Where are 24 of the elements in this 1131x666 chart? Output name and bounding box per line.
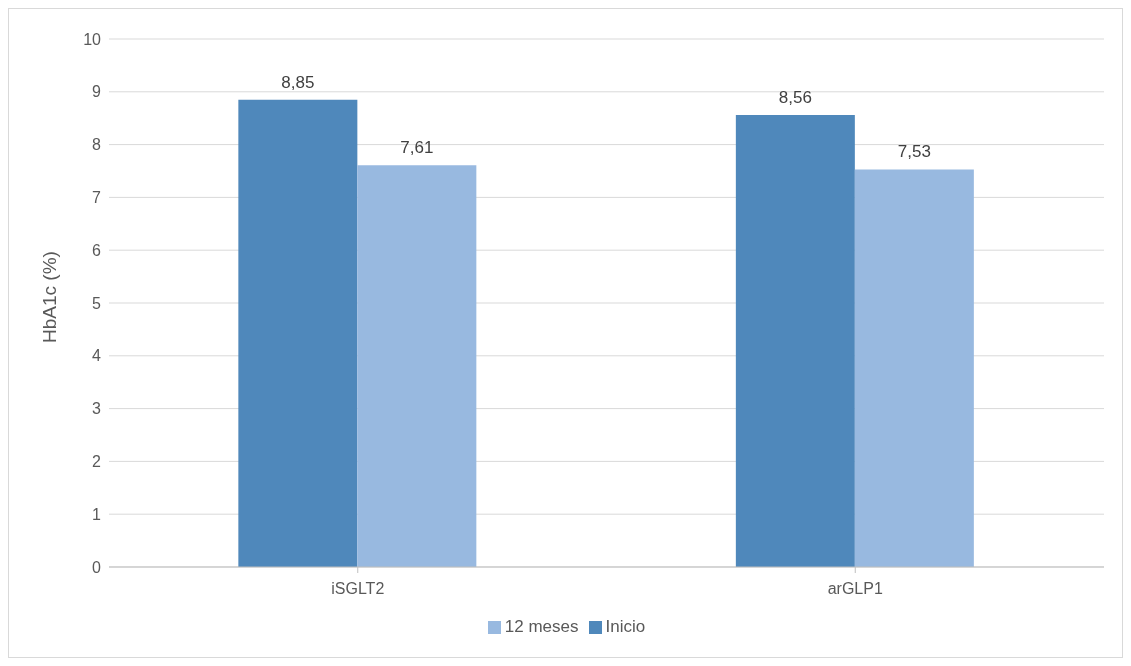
data-label: 8,85: [281, 72, 315, 92]
y-tick-label: 0: [92, 558, 102, 576]
bar: [357, 165, 477, 567]
y-tick-label: 10: [83, 30, 102, 48]
x-tick-label: iSGLT2: [331, 580, 385, 598]
y-tick-label: 8: [92, 136, 102, 154]
data-label: 7,61: [400, 138, 434, 158]
data-label: 7,53: [897, 142, 931, 162]
y-tick-label: 5: [92, 294, 102, 312]
y-axis-title: HbA1c (%): [38, 251, 60, 343]
bar: [854, 169, 974, 567]
legend-label: Inicio: [605, 617, 646, 636]
y-tick-label: 4: [92, 347, 102, 365]
y-tick-label: 1: [92, 505, 102, 523]
y-tick-label: 7: [92, 189, 102, 207]
y-tick-label: 9: [92, 83, 102, 101]
y-tick-label: 6: [92, 241, 102, 259]
bar: [238, 99, 358, 567]
bar: [735, 115, 855, 567]
y-tick-label: 3: [92, 400, 102, 418]
legend-label: 12 meses: [504, 617, 579, 636]
y-tick-label: 2: [92, 453, 102, 471]
data-label: 8,56: [778, 88, 812, 108]
x-tick-label: arGLP1: [827, 580, 883, 598]
